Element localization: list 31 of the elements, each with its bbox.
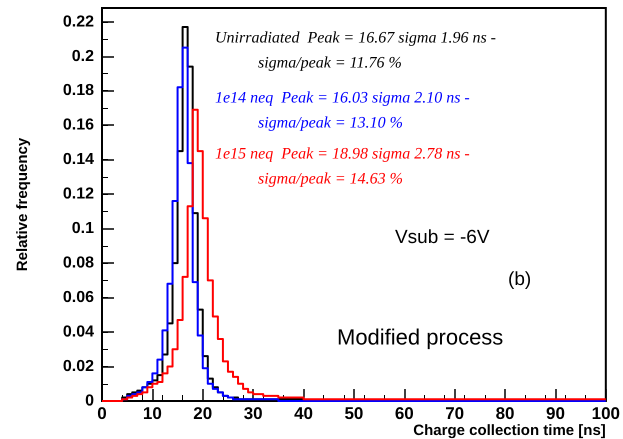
annotation: Unirradiated Peak = 16.67 sigma 1.96 ns - sigma/peak = 11.76 % <box>215 30 496 72</box>
y-tick-label: 0.06 <box>62 289 94 306</box>
x-axis-title: Charge collection time [ns] <box>413 422 606 439</box>
y-tick-label: 0.22 <box>62 13 94 30</box>
annotation: (b) <box>508 269 532 290</box>
y-tick-label: 0 <box>85 392 94 410</box>
x-tick-label: 30 <box>244 404 263 423</box>
y-tick-label: 0.1 <box>72 220 94 238</box>
x-tick-label: 40 <box>294 404 313 423</box>
x-tick-label: 70 <box>445 404 464 423</box>
annotation: Modified process <box>337 324 504 350</box>
y-tick-label: 0.2 <box>72 48 94 65</box>
x-tick-label: 80 <box>496 404 515 423</box>
x-tick-label: 90 <box>546 404 565 423</box>
annotation: 1e15 neq Peak = 18.98 sigma 2.78 ns - sigma/peak = 14.63 % <box>215 146 470 188</box>
y-tick-label: 0.16 <box>62 116 94 134</box>
x-tick-label: 10 <box>142 404 162 423</box>
y-tick-label: 0.14 <box>62 151 94 168</box>
x-tick-label: 100 <box>592 404 620 423</box>
annotation: 1e14 neq Peak = 16.03 sigma 2.10 ns - sigma/peak = 13.10 % <box>215 90 470 132</box>
y-axis-title: Relative frequency <box>14 137 31 272</box>
y-tick-label: 0.12 <box>62 186 94 203</box>
x-tick-label: 0 <box>97 404 107 423</box>
x-tick-label: 50 <box>344 404 364 423</box>
y-tick-label: 0.02 <box>62 358 94 376</box>
y-tick-label: 0.08 <box>62 254 94 272</box>
x-tick-label: 20 <box>193 404 212 423</box>
annotation: Vsub = -6V <box>395 227 490 248</box>
y-tick-label: 0.04 <box>62 324 94 341</box>
y-tick-label: 0.18 <box>62 82 94 100</box>
x-tick-label: 60 <box>394 404 414 423</box>
